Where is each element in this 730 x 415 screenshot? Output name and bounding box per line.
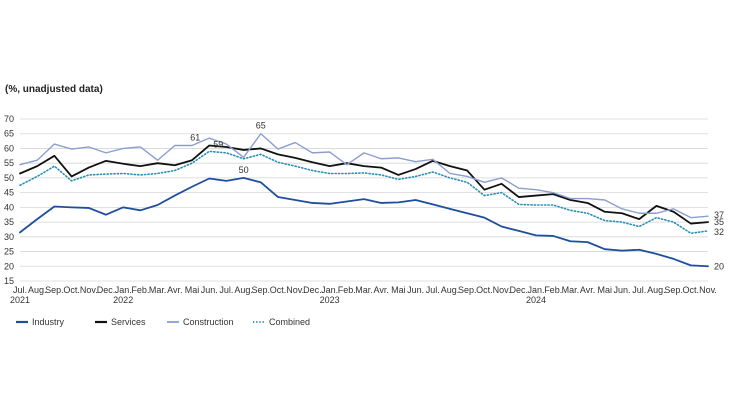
y-tick-label: 65	[4, 129, 14, 139]
x-tick-label: Jul.	[632, 285, 646, 295]
x-tick-label: Oct.	[63, 285, 80, 295]
x-tick-label: Dec.	[510, 285, 529, 295]
x-tick-label: Oct.	[476, 285, 493, 295]
gridlines	[20, 118, 708, 282]
data-label: 37	[714, 210, 724, 220]
x-tick-label: Mar.	[562, 285, 580, 295]
x-tick-label: Dec.	[303, 285, 322, 295]
x-tick-label: Nov.	[80, 285, 98, 295]
y-tick-label: 55	[4, 158, 14, 168]
x-tick-label: Mai	[185, 285, 200, 295]
y-tick-label: 25	[4, 247, 14, 257]
y-tick-label: 35	[4, 217, 14, 227]
x-tick-label: Jul.	[426, 285, 440, 295]
data-label: 35	[714, 217, 724, 227]
x-year-label: 2022	[113, 295, 133, 305]
x-tick-label: Oct.	[683, 285, 700, 295]
x-tick-label: Aug.	[441, 285, 460, 295]
legend-label-construction: Construction	[183, 317, 234, 327]
x-year-label: 2024	[526, 295, 546, 305]
x-tick-label: Mar.	[355, 285, 373, 295]
x-tick-label: Sep.	[664, 285, 683, 295]
x-tick-label: Sep.	[45, 285, 64, 295]
x-tick-label: Oct.	[270, 285, 287, 295]
x-tick-label: Jan.	[115, 285, 132, 295]
legend: Industry Services Construction Combined	[16, 317, 310, 327]
data-label: 50	[239, 165, 249, 175]
series-line-industry	[19, 177, 709, 268]
data-label: 59	[213, 139, 223, 149]
x-tick-label: Jun.	[201, 285, 218, 295]
x-tick-label: Jan.	[527, 285, 544, 295]
data-label: 32	[714, 227, 724, 237]
x-tick-label: Sep.	[458, 285, 477, 295]
y-tick-label: 50	[4, 173, 14, 183]
x-tick-label: Avr.	[374, 285, 389, 295]
x-tick-label: Mai	[598, 285, 613, 295]
y-tick-label: 45	[4, 188, 14, 198]
legend-label-combined: Combined	[269, 317, 310, 327]
y-tick-label: 20	[4, 261, 14, 271]
y-axis-ticks: 15 20 25 30 35 40 45 50 55 60 65 70	[4, 114, 14, 286]
x-tick-label: Avr.	[580, 285, 595, 295]
y-tick-label: 60	[4, 143, 14, 153]
data-label: 61	[190, 133, 200, 143]
y-tick-label: 40	[4, 202, 14, 212]
legend-label-industry: Industry	[32, 317, 65, 327]
x-tick-label: Aug.	[647, 285, 666, 295]
y-tick-label: 15	[4, 276, 14, 286]
x-tick-label: Nov.	[699, 285, 717, 295]
x-tick-label: Aug.	[234, 285, 253, 295]
x-year-label: 2021	[10, 295, 30, 305]
data-label: 20	[714, 261, 724, 271]
legend-label-services: Services	[111, 317, 146, 327]
x-tick-label: Jul.	[13, 285, 27, 295]
y-tick-label: 70	[4, 114, 14, 124]
x-tick-label: Jun.	[407, 285, 424, 295]
x-year-label: 2023	[320, 295, 340, 305]
series-line-construction	[19, 133, 709, 219]
series-line-combined	[19, 150, 709, 235]
y-tick-label: 30	[4, 232, 14, 242]
x-tick-label: Aug.	[28, 285, 47, 295]
x-tick-label: Mar.	[149, 285, 167, 295]
x-tick-label: Feb.	[338, 285, 356, 295]
x-tick-label: Jul.	[219, 285, 233, 295]
x-tick-label: Sep.	[252, 285, 271, 295]
series-lines	[19, 133, 709, 268]
x-tick-label: Jan.	[321, 285, 338, 295]
x-tick-label: Jun.	[613, 285, 630, 295]
x-axis-ticks: Jul. Aug.Sep. Oct. Nov. Dec. Jan. Feb. Mar. Avr.…	[10, 285, 717, 305]
y-axis-label: (%, unadjusted data)	[5, 84, 103, 95]
x-tick-label: Dec.	[97, 285, 116, 295]
x-tick-label: Feb.	[544, 285, 562, 295]
x-tick-label: Avr.	[167, 285, 182, 295]
x-tick-label: Nov.	[493, 285, 511, 295]
series-line-services	[19, 144, 709, 225]
x-tick-label: Feb.	[131, 285, 149, 295]
x-tick-label: Mai	[391, 285, 406, 295]
data-label: 65	[256, 121, 266, 131]
x-tick-label: Nov.	[286, 285, 304, 295]
